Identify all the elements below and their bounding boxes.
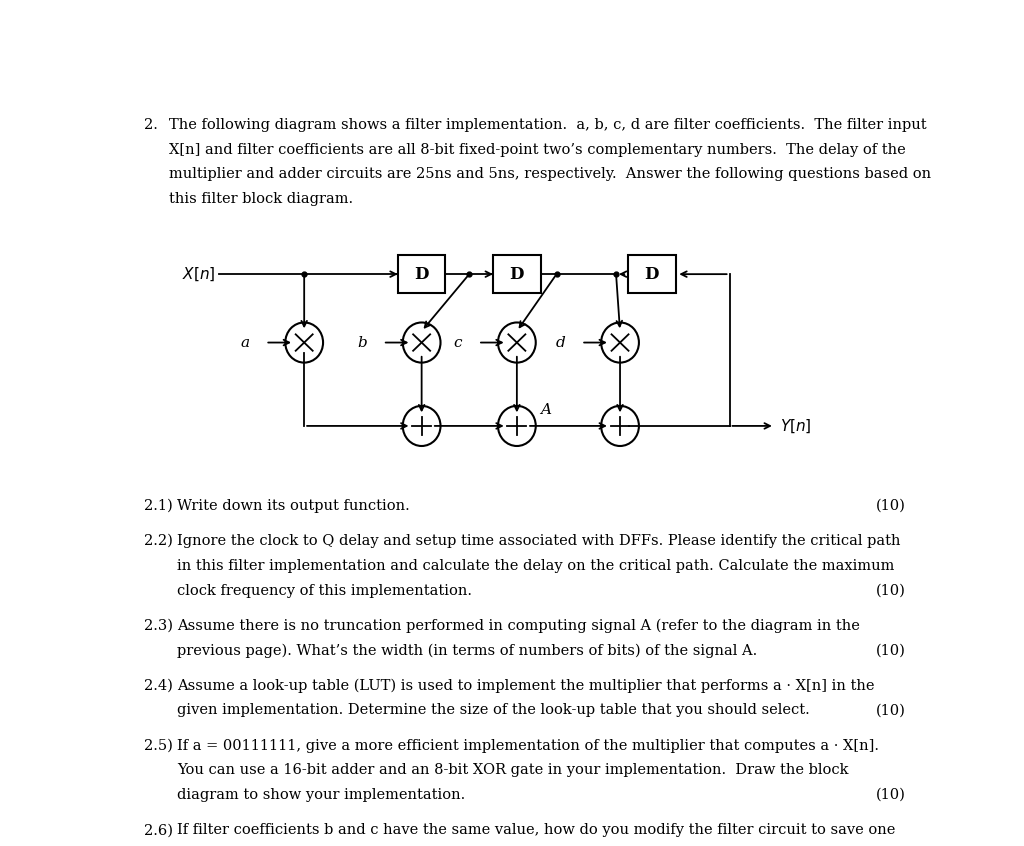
Text: (10): (10)	[876, 644, 905, 657]
Text: a: a	[241, 336, 249, 349]
Text: d: d	[556, 336, 565, 349]
Text: X[n] and filter coefficients are all 8-bit fixed-point two’s complementary numbe: X[n] and filter coefficients are all 8-b…	[169, 143, 906, 157]
Text: Write down its output function.: Write down its output function.	[177, 499, 410, 513]
Text: 2.6): 2.6)	[143, 823, 173, 838]
Bar	[628, 255, 676, 293]
Text: (10): (10)	[876, 584, 905, 597]
Text: clock frequency of this implementation.: clock frequency of this implementation.	[177, 584, 472, 597]
Text: You can use a 16-bit adder and an 8-bit XOR gate in your implementation.  Draw t: You can use a 16-bit adder and an 8-bit …	[177, 763, 849, 777]
Text: 2.3): 2.3)	[143, 618, 173, 633]
Text: 2.5): 2.5)	[143, 739, 173, 753]
Text: D: D	[510, 266, 524, 283]
Text: 2.1): 2.1)	[143, 499, 173, 513]
Text: 2.4): 2.4)	[143, 678, 173, 693]
Text: $Y[n]$: $Y[n]$	[780, 417, 812, 435]
Text: previous page). What’s the width (in terms of numbers of bits) of the signal A.: previous page). What’s the width (in ter…	[177, 644, 758, 658]
Text: 2.: 2.	[143, 118, 158, 132]
Text: (10): (10)	[876, 499, 905, 513]
Text: this filter block diagram.: this filter block diagram.	[169, 192, 353, 206]
Text: D: D	[415, 266, 429, 283]
Text: Assume there is no truncation performed in computing signal A (refer to the diag: Assume there is no truncation performed …	[177, 618, 860, 633]
Text: diagram to show your implementation.: diagram to show your implementation.	[177, 788, 466, 802]
Text: D: D	[644, 266, 659, 283]
Text: 2.2): 2.2)	[143, 534, 173, 548]
Text: Assume a look-up table (LUT) is used to implement the multiplier that performs a: Assume a look-up table (LUT) is used to …	[177, 678, 874, 693]
Bar	[494, 255, 541, 293]
Text: (10): (10)	[876, 788, 905, 802]
Text: b: b	[357, 336, 367, 349]
Text: The following diagram shows a filter implementation.  a, b, c, d are filter coef: The following diagram shows a filter imp…	[169, 118, 927, 132]
Text: A: A	[541, 403, 552, 416]
Text: given implementation. Determine the size of the look-up table that you should se: given implementation. Determine the size…	[177, 703, 810, 717]
Text: (10): (10)	[876, 703, 905, 717]
Text: $X[n]$: $X[n]$	[182, 266, 215, 283]
Text: Ignore the clock to Q delay and setup time associated with DFFs. Please identify: Ignore the clock to Q delay and setup ti…	[177, 534, 901, 548]
Text: in this filter implementation and calculate the delay on the critical path. Calc: in this filter implementation and calcul…	[177, 559, 895, 573]
Text: If a = 00111111, give a more efficient implementation of the multiplier that com: If a = 00111111, give a more efficient i…	[177, 739, 880, 753]
Text: multiplier and adder circuits are 25ns and 5ns, respectively.  Answer the follow: multiplier and adder circuits are 25ns a…	[169, 168, 932, 181]
Bar	[397, 255, 445, 293]
Text: If filter coefficients b and c have the same value, how do you modify the filter: If filter coefficients b and c have the …	[177, 823, 896, 838]
Text: c: c	[454, 336, 462, 349]
